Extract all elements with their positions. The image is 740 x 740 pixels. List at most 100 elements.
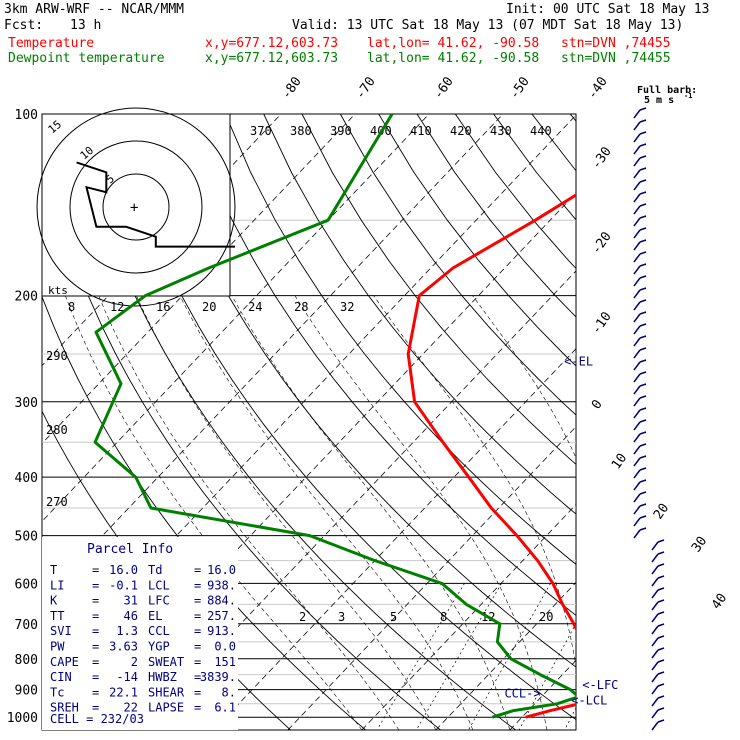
isotherm [213,348,576,730]
mixing-ratio-line [376,583,465,730]
parcel-eq: = [92,563,99,577]
dewpoint-latlon: lat,lon= 41.62, -90.58 [367,51,540,66]
wind-barb [633,491,647,503]
parcel-eq: = [194,594,201,608]
parcel-key: PW [50,640,65,654]
wind-barb [633,239,647,251]
wind-barb [633,287,647,299]
parcel-key: EL [148,609,162,623]
parcel-value: 1.3 [116,624,138,638]
hodograph-u-label: 32 [340,300,354,314]
theta-e-label: 280 [46,423,68,437]
parcel-value: 22.1 [109,685,138,699]
theta-label: 440 [530,124,552,138]
temperature-label: -40 [585,74,611,102]
mixing-ratio-label: 20 [539,610,553,624]
wind-barb [651,659,665,671]
wind-barb [651,599,665,611]
hodograph-ring-10 [69,140,203,274]
annotation: <-LCL [571,693,607,707]
dry-adiabat [263,114,576,515]
hodograph-unit: kts [48,284,68,297]
hodograph-origin: + [130,200,138,216]
wind-barb [633,443,647,455]
dry-adiabat [186,114,576,616]
wind-barb [651,575,665,587]
wind-barb [633,167,647,179]
moist-adiabat [732,296,740,730]
isotherm [42,114,430,523]
parcel-eq: = [92,640,99,654]
parcel-info-box [42,537,238,730]
isotherm [287,426,576,730]
wind-barb [633,335,647,347]
series-temperature [406,193,576,719]
barb-legend-label: Full barb: [637,85,697,96]
pressure-label-100: 100 [15,108,38,123]
parcel-value: 3839. [200,670,236,684]
wind-barb [651,623,665,635]
isotherm [42,114,356,445]
parcel-key: SHEAR [148,685,185,699]
hodograph-u-label: 16 [156,300,170,314]
parcel-value: 257. [207,609,236,623]
init-time: Init: 00 UTC Sat 18 May 13 [506,2,710,17]
temperature-label: -80 [279,74,305,102]
wind-barb [651,683,665,695]
parcel-eq: = [92,655,99,669]
parcel-value: 3.63 [109,640,138,654]
pressure-label-500: 500 [15,530,38,545]
hodograph-u-label: 28 [294,300,308,314]
wind-barb [633,383,647,395]
parcel-eq: = [92,594,99,608]
temperature-legend-label: Temperature [8,36,95,51]
theta-label: 430 [490,124,512,138]
parcel-key: SVI [50,624,72,638]
wind-barb [633,407,647,419]
wind-barb [633,251,647,263]
moist-adiabat [65,295,363,730]
wind-barb [633,119,647,131]
parcel-key: TT [50,609,64,623]
temperature-label: 30 [689,534,710,555]
parcel-value: 2 [131,655,138,669]
theta-label: 380 [290,124,312,138]
temperature-label: 0 [589,397,606,412]
pressure-label-700: 700 [15,618,38,633]
hodograph-trace [76,161,235,248]
parcel-key: Td [148,563,162,577]
wind-barb [633,311,647,323]
mixing-ratio-label: 5 [390,610,397,624]
pressure-axis-labels: 100 200 300 400 500 600 700 800 900 1000 [7,108,38,726]
isotherm [658,114,740,730]
fcst-label: Fcst: [4,18,44,33]
mixing-ratio-labels: 2 3 5 8 12 20 [299,610,553,624]
dry-adiabat [685,114,740,730]
dry-adiabat [569,114,576,122]
parcel-value: -14 [116,670,138,684]
dry-adiabat [148,114,576,668]
wind-barb [651,587,665,599]
parcel-key: CAPE [50,655,79,669]
temperature-label: -20 [589,229,615,257]
wind-barb [651,671,665,683]
parcel-cell: CELL = 232/03 [50,712,144,726]
temperature-label: -60 [431,74,457,102]
parcel-value: 46 [124,609,138,623]
wind-barbs [633,107,665,731]
wind-barb [633,515,647,527]
hodograph-u-label: 12 [110,300,124,314]
temperature-label: -30 [589,144,615,172]
parcel-value: -0.1 [109,578,138,592]
moist-adiabat [695,296,721,730]
isotherm [732,114,740,730]
mixing-ratio-label: 8 [440,610,447,624]
theta-label: 410 [410,124,432,138]
temperature-label: 20 [651,501,672,522]
hodograph-ring-5 [102,173,170,241]
dry-adiabat [301,114,576,465]
dry-adiabat [224,114,576,565]
wind-barb-legend: Full barb: 5 m s -1 [637,85,697,106]
mixing-ratio-line [625,583,697,730]
